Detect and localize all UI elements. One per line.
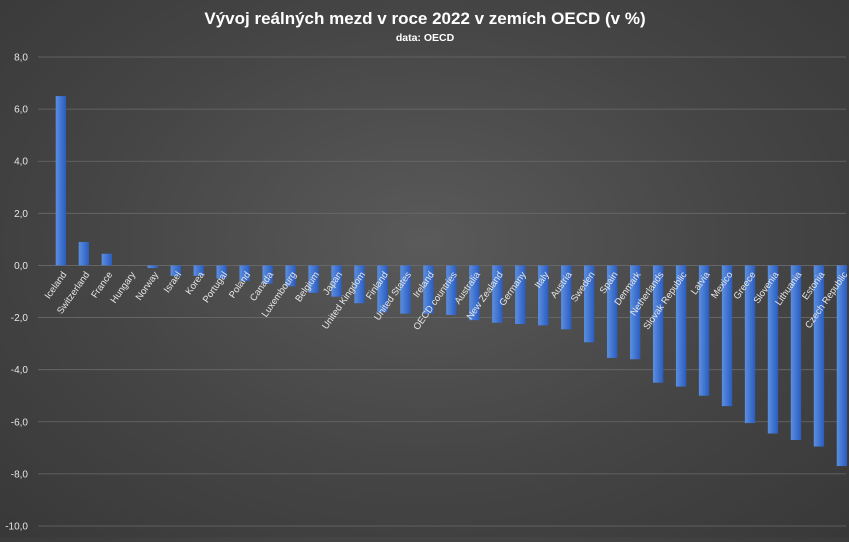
y-tick-label: 0,0 xyxy=(14,261,28,272)
grid-lines xyxy=(38,56,846,527)
bar-israel xyxy=(170,265,181,276)
bar-norway xyxy=(147,265,158,269)
bar-united-kingdom xyxy=(354,265,365,304)
bar-estonia xyxy=(813,265,825,447)
y-tick-label: 2,0 xyxy=(14,209,28,220)
bar-finland xyxy=(377,265,388,313)
y-tick-label: 4,0 xyxy=(14,157,28,168)
bar-poland xyxy=(239,265,250,282)
bar-portugal xyxy=(216,265,227,279)
bar-denmark xyxy=(629,265,641,360)
bar-luxembourg xyxy=(285,265,296,287)
bar-new-zealand xyxy=(492,265,503,323)
y-tick-label: -6,0 xyxy=(11,417,29,428)
bar-greece xyxy=(744,265,756,424)
x-category-label: Italy xyxy=(533,270,552,291)
y-tick-label: -10,0 xyxy=(5,522,28,533)
bar-germany xyxy=(515,265,526,325)
bar-australia xyxy=(469,265,480,321)
bar-belgium xyxy=(308,265,319,293)
bar-slovak-republic xyxy=(675,265,687,387)
y-tick-label: 6,0 xyxy=(14,105,28,116)
bar-mexico xyxy=(721,265,733,407)
y-tick-label: -2,0 xyxy=(11,313,29,324)
bar-latvia xyxy=(698,265,710,396)
bars xyxy=(55,96,848,467)
bar-japan xyxy=(331,265,342,297)
bar-oecd-countries xyxy=(446,265,457,315)
bar-austria xyxy=(561,265,572,330)
bar-united-states xyxy=(400,265,411,314)
y-axis-tick-labels: 8,0 6,0 4,0 2,0 0,0 -2,0 -4,0 -6,0 -8,0 -10,0 xyxy=(5,53,28,533)
x-category-label: Norway xyxy=(134,270,162,303)
bar-switzerland xyxy=(78,241,90,266)
y-tick-label: 8,0 xyxy=(14,53,28,64)
bar-iceland xyxy=(55,96,67,266)
bar-korea xyxy=(193,265,204,276)
bar-lithuania xyxy=(790,265,802,441)
bar-spain xyxy=(607,265,618,358)
bar-sweden xyxy=(584,265,595,343)
bar-france xyxy=(101,253,112,266)
y-tick-label: -8,0 xyxy=(11,469,29,480)
y-tick-label: -4,0 xyxy=(11,365,29,376)
bar-ireland xyxy=(423,265,434,314)
bar-czech-republic xyxy=(836,265,848,467)
bar-netherlands xyxy=(652,265,664,383)
bar-italy xyxy=(538,265,549,326)
chart-subtitle: data: OECD xyxy=(396,32,455,44)
bar-slovenia xyxy=(767,265,779,434)
bar-canada xyxy=(262,265,273,284)
chart-title: Vývoj reálných mezd v roce 2022 v zemích… xyxy=(204,9,645,28)
